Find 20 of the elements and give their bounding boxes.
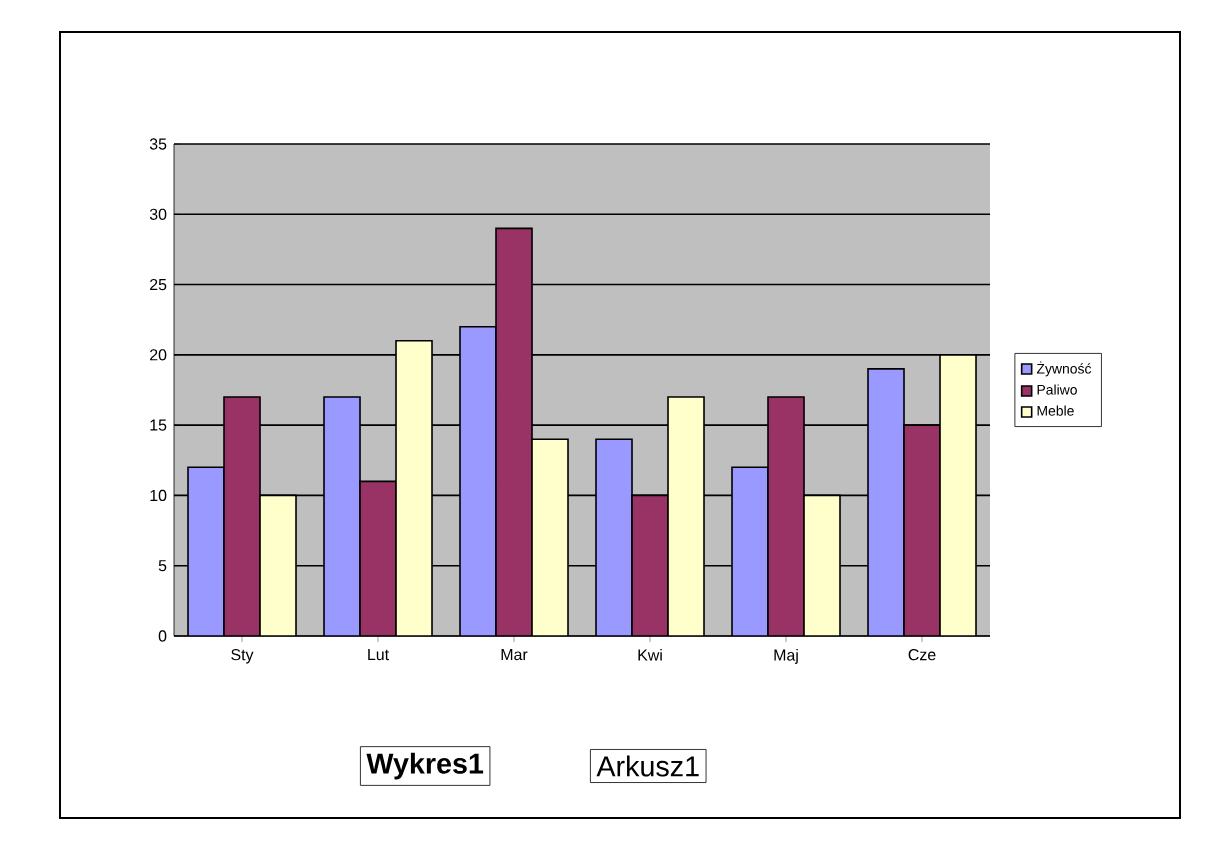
bar xyxy=(187,466,225,636)
bar xyxy=(667,396,705,636)
bar xyxy=(939,354,977,636)
bar xyxy=(731,466,769,636)
bar xyxy=(495,227,533,636)
bar xyxy=(359,480,397,636)
bar xyxy=(395,340,433,636)
bar xyxy=(867,368,905,636)
bar xyxy=(595,438,633,636)
bar xyxy=(323,396,361,636)
bar xyxy=(767,396,805,636)
text: Wykres1 xyxy=(366,752,484,780)
bar xyxy=(803,494,841,636)
bar xyxy=(459,325,497,636)
bar xyxy=(631,494,669,636)
text: Arkusz1 xyxy=(596,755,699,777)
bar xyxy=(259,494,297,636)
bar xyxy=(223,396,261,636)
bar xyxy=(903,424,941,636)
bar xyxy=(531,438,569,636)
